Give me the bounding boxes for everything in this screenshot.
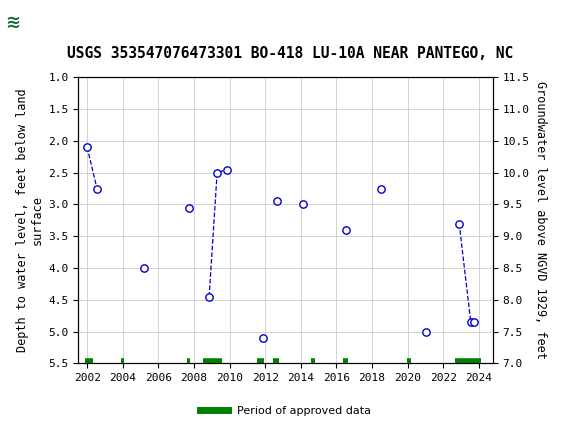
Point — [92, 185, 101, 192]
Point — [422, 328, 431, 335]
Point — [184, 204, 193, 211]
Point — [298, 201, 307, 208]
Point — [272, 198, 281, 205]
Point — [376, 185, 386, 192]
Bar — [3, 3, 52, 42]
Y-axis label: Depth to water level, feet below land
surface: Depth to water level, feet below land su… — [16, 89, 44, 352]
Text: USGS 353547076473301 BO-418 LU-10A NEAR PANTEGO, NC: USGS 353547076473301 BO-418 LU-10A NEAR … — [67, 46, 513, 61]
Text: USGS: USGS — [58, 14, 113, 31]
Point — [258, 335, 267, 341]
Point — [466, 319, 476, 326]
Y-axis label: Groundwater level above NGVD 1929, feet: Groundwater level above NGVD 1929, feet — [534, 81, 547, 359]
Point — [342, 227, 351, 233]
Point — [455, 220, 464, 227]
Point — [212, 169, 222, 176]
Text: ≋: ≋ — [5, 14, 20, 31]
Point — [470, 319, 479, 326]
Legend: Period of approved data: Period of approved data — [196, 402, 375, 421]
Point — [82, 144, 92, 151]
Point — [140, 264, 149, 271]
Point — [222, 166, 231, 173]
Point — [205, 293, 214, 300]
